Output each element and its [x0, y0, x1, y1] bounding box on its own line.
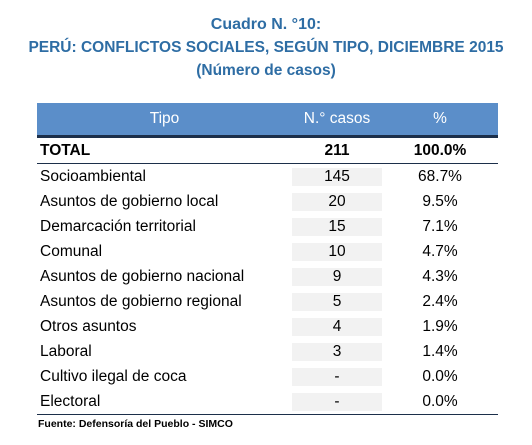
row-tipo: Cultivo ilegal de coca	[40, 367, 187, 385]
row-percent: 1.4%	[422, 342, 458, 360]
row-casos: -	[292, 392, 382, 411]
caption-title: Cuadro N. °10:	[210, 16, 322, 33]
table-row: Cultivo ilegal de coca - 0.0%	[37, 364, 498, 389]
row-tipo: Socioambiental	[40, 167, 146, 185]
total-label: TOTAL	[40, 141, 91, 159]
source-note: Fuente: Defensoría del Pueblo - SIMCO	[38, 418, 233, 430]
row-percent: 0.0%	[422, 392, 458, 410]
conflicts-table: Tipo N.° casos % TOTAL 211 100.0% Socioa…	[37, 103, 498, 415]
row-casos: 20	[292, 192, 382, 211]
row-casos: 5	[292, 292, 382, 311]
row-tipo: Demarcación territorial	[40, 217, 196, 235]
table-row: Asuntos de gobierno nacional 9 4.3%	[37, 264, 498, 289]
header-casos: N.° casos	[303, 110, 371, 127]
table-row: Demarcación territorial 15 7.1%	[37, 214, 498, 239]
header-tipo: Tipo	[149, 110, 180, 127]
table-row: Asuntos de gobierno local 20 9.5%	[37, 189, 498, 214]
row-casos: 4	[292, 317, 382, 336]
row-percent: 68.7%	[418, 167, 462, 185]
row-casos: 145	[292, 167, 382, 186]
table-row: Laboral 3 1.4%	[37, 339, 498, 364]
total-casos: 211	[324, 141, 350, 159]
row-casos: -	[292, 367, 382, 386]
row-percent: 4.7%	[422, 242, 458, 260]
row-percent: 1.9%	[422, 317, 458, 335]
row-tipo: Comunal	[40, 242, 103, 260]
table-row: Electoral - 0.0%	[37, 389, 498, 414]
row-tipo: Asuntos de gobierno local	[40, 192, 219, 210]
table-header: Tipo N.° casos %	[37, 103, 498, 138]
row-percent: 9.5%	[422, 192, 458, 210]
row-percent: 0.0%	[422, 367, 458, 385]
total-percent: 100.0%	[413, 141, 467, 159]
row-casos: 9	[292, 267, 382, 286]
table-row: Asuntos de gobierno regional 5 2.4%	[37, 289, 498, 314]
row-tipo: Asuntos de gobierno nacional	[40, 267, 245, 285]
header-percent: %	[433, 110, 447, 127]
row-tipo: Otros asuntos	[40, 317, 137, 335]
table-row: Otros asuntos 4 1.9%	[37, 314, 498, 339]
caption-subtitle: PERÚ: CONFLICTOS SOCIALES, SEGÚN TIPO, D…	[28, 39, 504, 56]
table-row: Socioambiental 145 68.7%	[37, 164, 498, 189]
row-casos: 3	[292, 342, 382, 361]
total-divider	[37, 163, 498, 164]
row-casos: 15	[292, 217, 382, 236]
bottom-rule	[37, 414, 498, 415]
table-row: Comunal 10 4.7%	[37, 239, 498, 264]
caption-unit: (Número de casos)	[196, 62, 336, 79]
row-casos: 10	[292, 242, 382, 261]
row-tipo: Laboral	[40, 342, 92, 360]
row-percent: 4.3%	[422, 267, 458, 285]
total-row: TOTAL 211 100.0%	[37, 138, 498, 163]
row-tipo: Electoral	[40, 392, 101, 410]
row-percent: 7.1%	[422, 217, 458, 235]
row-percent: 2.4%	[422, 292, 458, 310]
row-tipo: Asuntos de gobierno regional	[40, 292, 242, 310]
